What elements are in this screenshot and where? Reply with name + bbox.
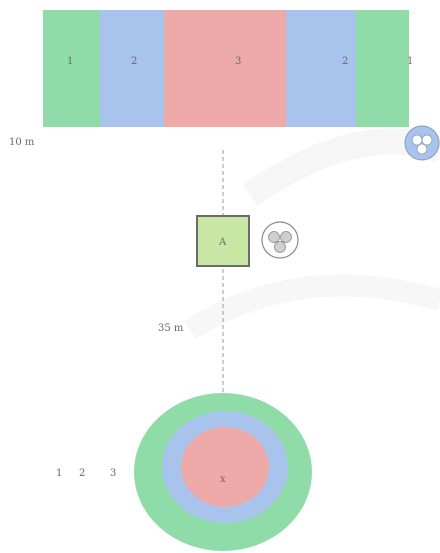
cluster-icon-blue-circle <box>404 125 440 161</box>
zone-label-3: 3 <box>235 56 241 67</box>
ring-red <box>181 427 269 507</box>
zone-2-right <box>286 10 356 127</box>
zone-2-left <box>100 10 164 127</box>
ring-label-3: 3 <box>110 468 116 479</box>
zone-label-1-outside: 1 <box>407 56 413 67</box>
zone-label-2-right: 2 <box>342 56 348 67</box>
concentric-zones: x <box>134 393 312 551</box>
square-label: A <box>218 237 227 248</box>
ring-label-2: 2 <box>79 468 85 479</box>
zone-label-2-left: 2 <box>131 56 137 67</box>
ring-label-1: 1 <box>56 468 62 479</box>
zone-3 <box>164 10 286 127</box>
zone-strip: 1 2 3 2 1 <box>43 10 413 127</box>
distance-label-middle: 35 m <box>158 323 184 334</box>
distance-label-top: 10 m <box>9 137 35 148</box>
zone-label-1-left: 1 <box>67 56 73 67</box>
square-a <box>196 215 250 267</box>
circle-center-label: x <box>220 474 226 485</box>
zone-1-right <box>356 10 409 127</box>
zone-1-left <box>43 10 100 127</box>
cluster-icon-small-circles <box>261 221 299 259</box>
